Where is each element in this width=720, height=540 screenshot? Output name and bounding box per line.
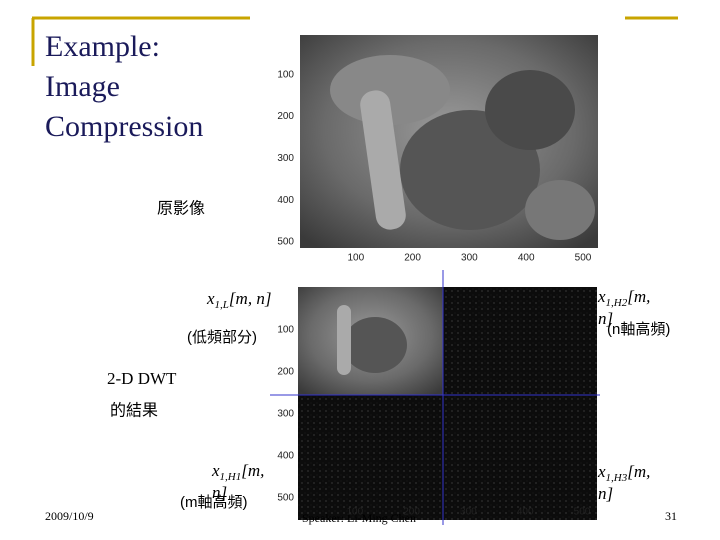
low-label: x1,L[m, n] [206, 289, 271, 311]
h3-label: n] [598, 484, 613, 503]
tick-label: 200 [277, 367, 294, 378]
title: Example: Image Compression [45, 30, 203, 143]
dwt-image [270, 270, 600, 525]
tick-label: 300 [460, 507, 477, 518]
footer-date: 2009/10/9 [45, 509, 94, 523]
tick-label: 200 [404, 253, 421, 264]
tick-label: 100 [347, 253, 364, 264]
tick-label: 200 [277, 111, 294, 122]
tick-label: 500 [277, 493, 294, 504]
footer-speaker: Speaker: Li-Ming Chen [302, 511, 416, 525]
h3-label: x1,H3[m, [597, 462, 650, 484]
h1-label: x1,H1[m, [211, 461, 264, 483]
tick-label: 100 [277, 69, 294, 80]
original-label: 原影像 [157, 200, 205, 218]
decoration [31, 16, 678, 66]
h2-note: (n軸高頻) [607, 321, 670, 338]
h1-note: (m軸高頻) [180, 494, 248, 511]
tick-label: 400 [517, 507, 534, 518]
tick-label: 100 [277, 325, 294, 336]
tick-label: 500 [575, 253, 592, 264]
tick-label: 400 [277, 451, 294, 462]
dwt-label: 的結果 [110, 402, 158, 420]
tick-label: 400 [277, 195, 294, 206]
low-note: (低頻部分) [187, 329, 257, 346]
tick-label: 300 [277, 153, 294, 164]
dwt-label: 2-D DWT [107, 369, 177, 388]
tick-label: 100 [346, 507, 363, 518]
tick-label: 500 [277, 237, 294, 248]
original-image [300, 35, 598, 248]
tick-label: 300 [461, 253, 478, 264]
h2-label: x1,H2[m, [597, 287, 650, 309]
tick-label: 500 [574, 507, 591, 518]
h2-label: n] [598, 309, 613, 328]
title-line: Compression [45, 110, 203, 143]
title-line: Image [45, 70, 120, 103]
h1-label: n] [212, 483, 227, 502]
footer-page: 31 [665, 509, 677, 523]
tick-label: 400 [518, 253, 535, 264]
tick-label: 200 [403, 507, 420, 518]
tick-label: 300 [277, 409, 294, 420]
title-line: Example: [45, 30, 160, 63]
